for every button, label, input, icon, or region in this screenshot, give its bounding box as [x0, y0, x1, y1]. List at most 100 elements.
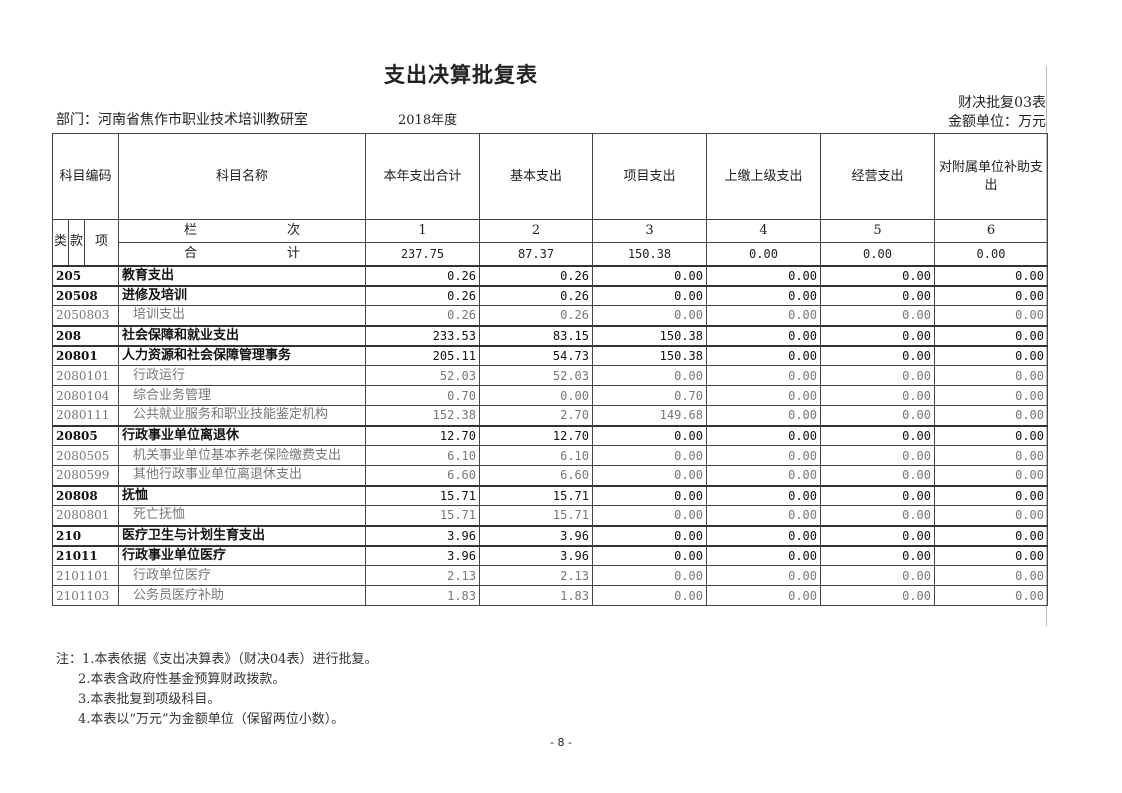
row-value-col-4: 0.00	[706, 344, 821, 366]
row-value-col-5: 0.00	[820, 305, 935, 326]
row-value-col-6: 0.00	[934, 385, 1048, 406]
total-col-5: 0.00	[820, 242, 935, 266]
row-value-col-5: 0.00	[820, 324, 935, 346]
total-row: 合计 237.75 87.37 150.38 0.00 0.00 0.00	[53, 242, 1048, 266]
row-value-col-5: 0.00	[820, 385, 935, 406]
row-name: 进修及培训	[118, 284, 366, 306]
row-value-col-5: 0.00	[820, 365, 935, 386]
row-value-col-1: 0.26	[365, 305, 480, 326]
form-number: 财决批复03表	[958, 95, 1046, 111]
header-col-5: 经营支出	[820, 133, 935, 220]
row-value-col-2: 2.13	[479, 565, 593, 586]
table-row: 2080505 机关事业单位基本养老保险缴费支出 6.10 6.10 0.00 0.00 0…	[52, 445, 1048, 466]
row-value-col-5: 0.00	[820, 544, 935, 566]
header-code: 科目编码	[52, 133, 119, 220]
row-value-col-4: 0.00	[706, 385, 821, 406]
col-number-3: 3	[592, 219, 707, 243]
row-value-col-6: 0.00	[934, 484, 1048, 506]
row-value-col-4: 0.00	[706, 465, 821, 486]
total-b: 计	[287, 245, 301, 261]
row-value-col-6: 0.00	[934, 544, 1048, 566]
row-name: 教育支出	[118, 264, 366, 286]
notes: 注：1.本表依据《支出决算表》（财决04表）进行批复。 2.本表含政府性基金预算…	[56, 650, 377, 730]
row-value-col-3: 150.38	[592, 344, 707, 366]
col-number-2: 2	[479, 219, 593, 243]
amount-unit: 金额单位：万元	[948, 114, 1046, 130]
row-value-col-1: 15.71	[365, 505, 480, 526]
row-code: 2101101	[52, 565, 119, 586]
row-value-col-1: 3.96	[365, 544, 480, 566]
row-code: 210	[52, 524, 119, 546]
row-value-col-6: 0.00	[934, 305, 1048, 326]
row-value-col-5: 0.00	[820, 424, 935, 446]
header-col-4: 上缴上级支出	[706, 133, 821, 220]
row-value-col-1: 233.53	[365, 324, 480, 346]
row-value-col-2: 0.26	[479, 305, 593, 326]
table-row: 21011 行政事业单位医疗 3.96 3.96 0.00 0.00 0.00 0.00	[52, 544, 1048, 566]
note-3: 3.本表批复到项级科目。	[78, 692, 221, 707]
row-value-col-6: 0.00	[934, 465, 1048, 486]
row-value-col-1: 0.26	[365, 284, 480, 306]
row-value-col-5: 0.00	[820, 445, 935, 466]
row-value-col-6: 0.00	[934, 585, 1048, 606]
row-value-col-4: 0.00	[706, 505, 821, 526]
header-row: 科目编码 科目名称 本年支出合计 基本支出 项目支出 上缴上级支出 经营支出 对…	[52, 133, 1048, 220]
header-name: 科目名称	[118, 133, 366, 220]
row-code: 205	[52, 264, 119, 286]
row-value-col-2: 15.71	[479, 505, 593, 526]
total-col-4: 0.00	[706, 242, 821, 266]
row-value-col-4: 0.00	[706, 565, 821, 586]
row-value-col-1: 0.70	[365, 385, 480, 406]
row-value-col-4: 0.00	[706, 264, 821, 286]
department-label: 部门：河南省焦作市职业技术培训教研室	[56, 112, 308, 128]
row-value-col-2: 3.96	[479, 544, 593, 566]
row-name: 抚恤	[118, 484, 366, 506]
table-row: 2050803 培训支出 0.26 0.26 0.00 0.00 0.00 0.00	[52, 305, 1048, 326]
col-number-5: 5	[820, 219, 935, 243]
row-value-col-3: 149.68	[592, 405, 707, 426]
row-value-col-5: 0.00	[820, 284, 935, 306]
row-code: 2080104	[52, 385, 119, 406]
row-value-col-6: 0.00	[934, 365, 1048, 386]
row-name: 社会保障和就业支出	[118, 324, 366, 346]
row-value-col-5: 0.00	[820, 505, 935, 526]
row-name: 人力资源和社会保障管理事务	[118, 344, 366, 366]
row-value-col-4: 0.00	[706, 284, 821, 306]
row-value-col-2: 0.26	[479, 264, 593, 286]
table-row: 2080111 公共就业服务和职业技能鉴定机构 152.38 2.70 149.68 0.…	[52, 405, 1048, 426]
row-name: 其他行政事业单位离退休支出	[118, 465, 366, 486]
page-title: 支出决算批复表	[384, 63, 538, 87]
row-value-col-5: 0.00	[820, 344, 935, 366]
lanci-b: 次	[287, 223, 301, 238]
row-value-col-6: 0.00	[934, 405, 1048, 426]
row-value-col-6: 0.00	[934, 445, 1048, 466]
row-value-col-4: 0.00	[706, 324, 821, 346]
row-value-col-3: 0.70	[592, 385, 707, 406]
row-value-col-3: 150.38	[592, 324, 707, 346]
row-code: 2080599	[52, 465, 119, 486]
row-value-col-5: 0.00	[820, 484, 935, 506]
row-value-col-2: 0.26	[479, 284, 593, 306]
header-col-3: 项目支出	[592, 133, 707, 220]
row-value-col-3: 0.00	[592, 505, 707, 526]
row-value-col-3: 0.00	[592, 284, 707, 306]
table-row: 20805 行政事业单位离退休 12.70 12.70 0.00 0.00 0.00 0.00	[52, 424, 1048, 446]
header-col-2: 基本支出	[479, 133, 593, 220]
row-value-col-1: 1.83	[365, 585, 480, 606]
lanci-label: 栏次	[118, 219, 366, 243]
row-value-col-6: 0.00	[934, 344, 1048, 366]
total-a: 合	[183, 245, 197, 261]
row-code: 20805	[52, 424, 119, 446]
total-col-3: 150.38	[592, 242, 707, 266]
row-value-col-2: 52.03	[479, 365, 593, 386]
row-value-col-5: 0.00	[820, 264, 935, 286]
row-value-col-4: 0.00	[706, 484, 821, 506]
row-value-col-1: 6.60	[365, 465, 480, 486]
row-code: 20801	[52, 344, 119, 366]
row-value-col-1: 6.10	[365, 445, 480, 466]
row-code: 20808	[52, 484, 119, 506]
row-code: 2080111	[52, 405, 119, 426]
row-value-col-3: 0.00	[592, 445, 707, 466]
row-value-col-3: 0.00	[592, 305, 707, 326]
